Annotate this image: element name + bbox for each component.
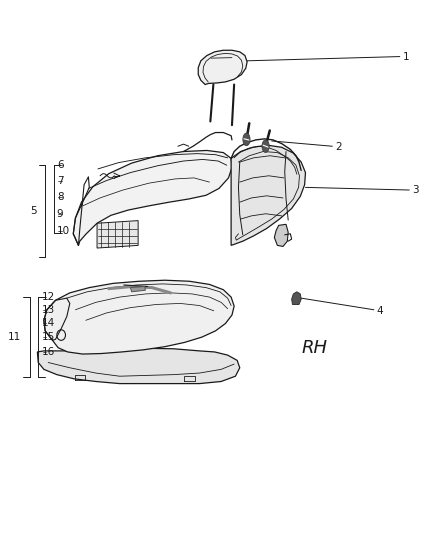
Text: 16: 16 xyxy=(42,347,55,357)
Text: 1: 1 xyxy=(403,52,410,62)
Text: 6: 6 xyxy=(57,160,64,170)
Polygon shape xyxy=(131,287,145,292)
Text: 12: 12 xyxy=(42,292,55,302)
Text: 3: 3 xyxy=(412,185,419,195)
Polygon shape xyxy=(274,224,288,246)
Polygon shape xyxy=(97,221,138,248)
Polygon shape xyxy=(262,140,269,152)
Text: 7: 7 xyxy=(57,175,64,185)
Polygon shape xyxy=(231,145,305,245)
Text: 8: 8 xyxy=(57,192,64,202)
Text: 13: 13 xyxy=(42,305,55,315)
Polygon shape xyxy=(243,133,250,146)
Text: 2: 2 xyxy=(335,142,342,152)
Polygon shape xyxy=(37,348,240,384)
Polygon shape xyxy=(73,150,232,245)
Text: 14: 14 xyxy=(42,318,55,328)
Polygon shape xyxy=(198,50,247,85)
Text: RH: RH xyxy=(301,339,327,357)
Text: 11: 11 xyxy=(8,332,21,342)
Text: 9: 9 xyxy=(57,209,64,219)
Text: 5: 5 xyxy=(30,206,36,216)
Polygon shape xyxy=(292,292,301,304)
Text: 15: 15 xyxy=(42,332,55,342)
Polygon shape xyxy=(44,280,234,354)
Text: 4: 4 xyxy=(377,306,383,316)
Text: 10: 10 xyxy=(57,225,70,236)
